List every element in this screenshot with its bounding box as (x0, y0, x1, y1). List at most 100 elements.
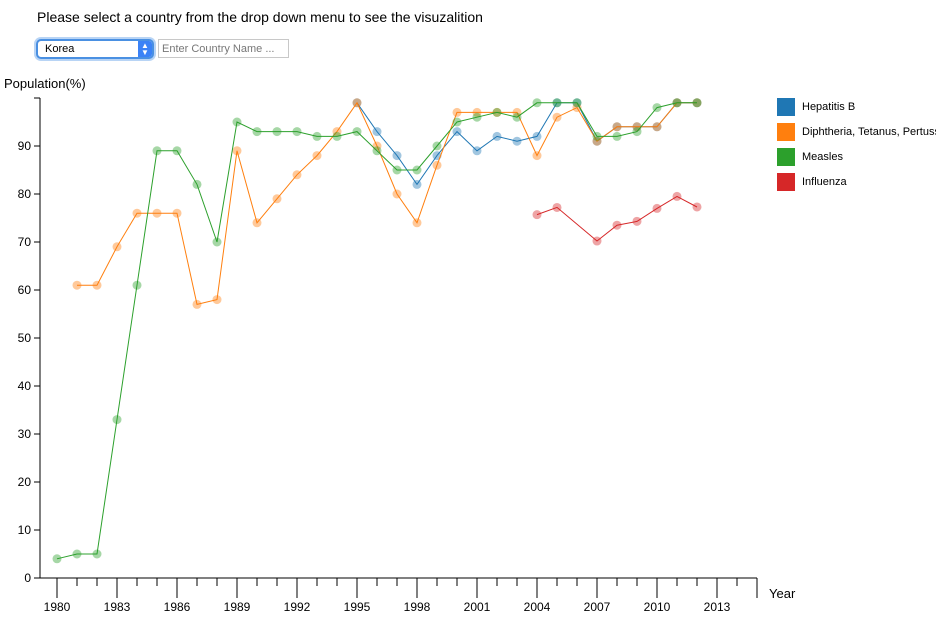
data-point[interactable] (612, 131, 622, 141)
data-point[interactable] (412, 218, 422, 228)
series-line (56, 102, 697, 560)
country-name-input[interactable] (158, 39, 289, 58)
data-point[interactable] (252, 127, 262, 137)
data-point[interactable] (192, 299, 202, 309)
data-point[interactable] (472, 146, 482, 156)
data-point[interactable] (652, 122, 662, 132)
data-point[interactable] (592, 136, 602, 146)
data-point[interactable] (372, 146, 382, 156)
data-point[interactable] (252, 218, 262, 228)
data-point[interactable] (572, 98, 582, 108)
data-point[interactable] (472, 112, 482, 122)
data-point[interactable] (532, 131, 542, 141)
data-point[interactable] (652, 103, 662, 113)
data-point[interactable] (52, 554, 62, 564)
country-select[interactable]: Korea ▲ ▼ (36, 39, 154, 59)
data-point[interactable] (552, 112, 562, 122)
x-axis-label: Year (769, 586, 796, 601)
data-point[interactable] (152, 208, 162, 218)
data-point[interactable] (452, 117, 462, 127)
data-point[interactable] (492, 107, 502, 117)
x-tick-label: 1986 (164, 600, 191, 614)
data-point[interactable] (532, 151, 542, 161)
data-point[interactable] (192, 179, 202, 189)
data-point[interactable] (592, 131, 602, 141)
legend-label: Influenza (802, 176, 848, 188)
data-point[interactable] (232, 117, 242, 127)
series-line (536, 195, 698, 242)
data-point[interactable] (512, 136, 522, 146)
data-point[interactable] (352, 127, 362, 137)
data-point[interactable] (112, 415, 122, 425)
data-point[interactable] (272, 127, 282, 137)
data-point[interactable] (492, 131, 502, 141)
data-point[interactable] (232, 146, 242, 156)
series-3 (532, 191, 702, 246)
legend-item: Hepatitis B (777, 98, 855, 116)
data-point[interactable] (432, 141, 442, 151)
instruction-text: Please select a country from the drop do… (37, 9, 483, 25)
y-tick-label: 60 (18, 283, 32, 297)
data-point[interactable] (132, 280, 142, 290)
data-point[interactable] (212, 237, 222, 247)
data-point[interactable] (412, 165, 422, 175)
data-point[interactable] (352, 98, 362, 108)
data-point[interactable] (272, 194, 282, 204)
data-point[interactable] (612, 122, 622, 132)
data-point[interactable] (72, 549, 82, 559)
data-point[interactable] (552, 202, 562, 212)
y-tick-label: 30 (18, 427, 32, 441)
data-point[interactable] (92, 280, 102, 290)
legend-swatch (777, 173, 795, 191)
x-tick-label: 1989 (224, 600, 251, 614)
data-point[interactable] (392, 151, 402, 161)
data-point[interactable] (132, 208, 142, 218)
data-point[interactable] (452, 107, 462, 117)
data-point[interactable] (172, 146, 182, 156)
x-tick-label: 2010 (644, 600, 671, 614)
data-point[interactable] (212, 295, 222, 305)
data-point[interactable] (372, 127, 382, 137)
data-point[interactable] (292, 127, 302, 137)
y-tick-label: 0 (24, 571, 31, 585)
data-point[interactable] (612, 220, 622, 230)
data-point[interactable] (452, 127, 462, 137)
data-point[interactable] (92, 549, 102, 559)
data-point[interactable] (432, 160, 442, 170)
data-point[interactable] (332, 131, 342, 141)
data-point[interactable] (572, 103, 582, 113)
data-point[interactable] (152, 146, 162, 156)
data-point[interactable] (512, 112, 522, 122)
y-tick-label: 70 (18, 235, 32, 249)
data-point[interactable] (692, 98, 702, 108)
data-point[interactable] (672, 98, 682, 108)
data-point[interactable] (112, 242, 122, 252)
series-line (356, 102, 697, 186)
data-point[interactable] (392, 189, 402, 199)
data-point[interactable] (672, 191, 682, 201)
data-point[interactable] (512, 107, 522, 117)
data-point[interactable] (652, 203, 662, 213)
data-point[interactable] (472, 107, 482, 117)
data-point[interactable] (412, 179, 422, 189)
data-point[interactable] (332, 127, 342, 137)
data-point[interactable] (692, 202, 702, 212)
y-tick-label: 50 (18, 331, 32, 345)
series-0 (352, 98, 702, 189)
data-point[interactable] (292, 170, 302, 180)
data-point[interactable] (532, 210, 542, 220)
data-point[interactable] (312, 151, 322, 161)
data-point[interactable] (172, 208, 182, 218)
data-point[interactable] (552, 98, 562, 108)
data-point[interactable] (392, 165, 402, 175)
data-point[interactable] (632, 127, 642, 137)
x-tick-label: 1995 (344, 600, 371, 614)
country-select-value: Korea (45, 43, 75, 55)
data-point[interactable] (532, 98, 542, 108)
data-point[interactable] (592, 236, 602, 246)
data-point[interactable] (632, 216, 642, 226)
data-point[interactable] (72, 280, 82, 290)
x-tick-label: 1992 (284, 600, 311, 614)
data-point[interactable] (312, 131, 322, 141)
legend-item: Diphtheria, Tetanus, Pertussis (777, 123, 936, 141)
